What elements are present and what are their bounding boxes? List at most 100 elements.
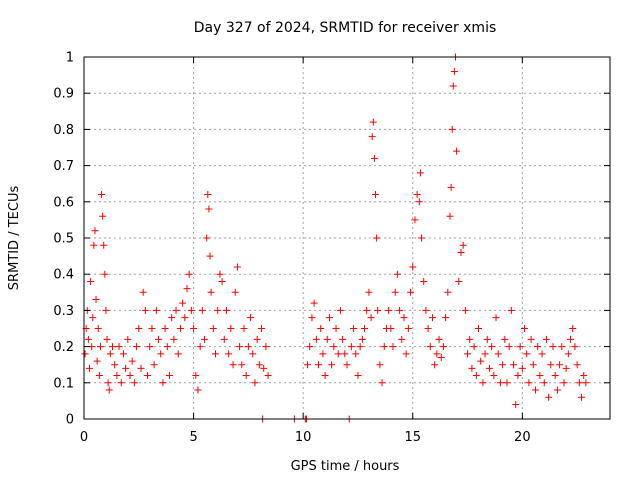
y-tick-label: 0.8 xyxy=(53,123,74,138)
data-point xyxy=(481,350,489,358)
data-point xyxy=(582,379,590,387)
data-point xyxy=(376,361,384,369)
data-point xyxy=(336,306,344,314)
data-point xyxy=(95,372,103,380)
data-point xyxy=(470,343,478,351)
data-point xyxy=(446,212,454,220)
data-point xyxy=(312,335,320,343)
data-point xyxy=(144,372,152,380)
data-point xyxy=(507,306,515,314)
data-point xyxy=(119,350,127,358)
data-point xyxy=(501,335,509,343)
data-point xyxy=(468,364,476,372)
data-point xyxy=(185,270,193,278)
data-point xyxy=(370,154,378,162)
data-point xyxy=(499,361,507,369)
data-point xyxy=(365,288,373,296)
data-point xyxy=(385,306,393,314)
x-tick-label: 0 xyxy=(80,430,88,445)
y-tick-label: 0.7 xyxy=(53,159,74,174)
data-point xyxy=(236,343,244,351)
data-point xyxy=(488,343,496,351)
data-point xyxy=(111,361,119,369)
data-point xyxy=(115,343,123,351)
data-point xyxy=(242,372,250,380)
data-point xyxy=(547,361,555,369)
data-point xyxy=(176,325,184,332)
y-tick-label: 0.3 xyxy=(53,304,74,319)
data-point xyxy=(332,325,340,332)
data-point xyxy=(343,361,351,369)
data-point xyxy=(85,364,93,372)
data-point xyxy=(222,306,230,314)
data-point xyxy=(407,288,415,296)
data-point xyxy=(190,325,198,332)
data-point xyxy=(229,361,237,369)
data-point xyxy=(553,386,561,394)
data-point xyxy=(194,386,202,394)
data-point xyxy=(150,361,158,369)
data-point xyxy=(578,393,586,401)
y-tick-label: 0.5 xyxy=(53,232,74,247)
data-point xyxy=(262,343,270,351)
data-point xyxy=(531,386,539,394)
data-point xyxy=(172,306,180,314)
data-point xyxy=(238,361,246,369)
data-point xyxy=(179,299,187,307)
data-point xyxy=(447,183,455,191)
data-point xyxy=(207,288,215,296)
chart-title: Day 327 of 2024, SRMTID for receiver xmi… xyxy=(194,20,497,36)
grid-lines xyxy=(84,57,610,419)
data-point xyxy=(104,379,112,387)
data-point xyxy=(466,335,474,343)
data-point xyxy=(413,191,421,199)
data-point xyxy=(457,248,465,256)
data-point xyxy=(505,343,513,351)
data-point xyxy=(240,325,248,332)
data-point xyxy=(192,372,200,380)
data-point xyxy=(549,343,557,351)
data-point xyxy=(567,335,575,343)
x-tick-label: 5 xyxy=(189,430,197,445)
data-point xyxy=(354,372,362,380)
data-point xyxy=(538,350,546,358)
x-axis-label: GPS time / hours xyxy=(291,459,400,474)
data-point xyxy=(449,82,457,90)
data-point xyxy=(128,357,136,365)
data-point xyxy=(356,343,364,351)
data-point xyxy=(527,335,535,343)
data-point xyxy=(96,343,104,351)
data-point xyxy=(124,335,132,343)
data-point xyxy=(542,335,550,343)
data-point xyxy=(477,357,485,365)
data-point xyxy=(516,343,524,351)
data-point xyxy=(580,372,588,380)
data-point xyxy=(453,147,461,155)
data-point xyxy=(334,350,342,358)
data-point xyxy=(161,325,169,332)
data-point xyxy=(196,343,204,351)
data-point xyxy=(93,357,101,365)
data-point xyxy=(317,325,325,332)
data-point xyxy=(231,288,239,296)
data-point xyxy=(448,125,456,133)
data-point xyxy=(122,364,130,372)
data-point xyxy=(98,191,106,199)
data-point xyxy=(494,350,502,358)
data-point xyxy=(374,306,382,314)
data-point xyxy=(368,133,376,141)
data-point xyxy=(304,361,312,369)
data-point xyxy=(233,263,241,271)
data-point xyxy=(102,306,110,314)
data-point xyxy=(203,234,211,242)
data-point xyxy=(126,372,134,380)
y-tick-label: 0.6 xyxy=(53,195,74,210)
data-point xyxy=(455,277,463,285)
data-point xyxy=(155,335,163,343)
data-point xyxy=(393,270,401,278)
data-point xyxy=(525,379,533,387)
data-point xyxy=(510,361,518,369)
data-point xyxy=(523,350,531,358)
x-tick-label: 10 xyxy=(295,430,312,445)
data-point xyxy=(201,335,209,343)
